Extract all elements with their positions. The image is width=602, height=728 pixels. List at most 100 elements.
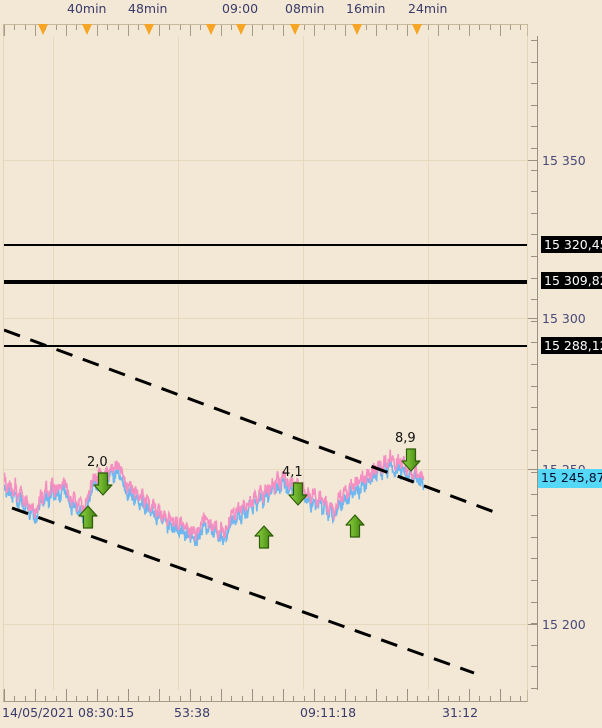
trendline-lower-channel[interactable] bbox=[11, 506, 475, 675]
ruler-tick bbox=[345, 25, 346, 38]
bottom-axis-tick bbox=[273, 696, 274, 701]
current-price-badge[interactable]: 15 245,87 bbox=[538, 469, 602, 488]
bottom-axis-tick bbox=[366, 696, 367, 701]
bottom-axis-tick bbox=[169, 696, 170, 701]
time-marker-triangle-icon[interactable] bbox=[236, 24, 246, 35]
ruler-tick bbox=[520, 25, 521, 30]
bottom-axis-tick bbox=[118, 696, 119, 701]
buy-arrow-up-icon[interactable] bbox=[344, 513, 366, 539]
time-marker-triangle-icon[interactable] bbox=[144, 24, 154, 35]
sell-arrow-down-icon[interactable] bbox=[400, 447, 422, 473]
price-level-badge[interactable]: 15 309,82 bbox=[541, 272, 602, 289]
price-level-line[interactable] bbox=[4, 244, 527, 246]
top-ruler-band[interactable] bbox=[3, 24, 528, 38]
price-tick bbox=[531, 386, 538, 387]
top-ruler-label: 48min bbox=[128, 1, 168, 16]
bottom-axis-tick bbox=[510, 696, 511, 701]
bottom-axis-tick bbox=[438, 689, 439, 701]
marker-value-label: 8,9 bbox=[395, 431, 416, 446]
horizontal-gridline bbox=[4, 318, 527, 319]
bottom-axis-band[interactable] bbox=[3, 689, 528, 702]
bottom-axis-tick bbox=[45, 696, 46, 701]
price-tick bbox=[531, 40, 538, 41]
bottom-axis-tick bbox=[25, 696, 26, 701]
trendlines[interactable] bbox=[4, 36, 528, 690]
ruler-tick bbox=[56, 25, 57, 30]
price-tick bbox=[531, 429, 538, 430]
bottom-axis-tick bbox=[500, 689, 501, 701]
ruler-tick bbox=[469, 25, 470, 38]
bottom-axis-tick bbox=[428, 696, 429, 701]
bottom-axis-tick bbox=[283, 689, 284, 701]
sell-arrow-down-icon[interactable] bbox=[287, 481, 309, 507]
vertical-gridline bbox=[53, 36, 54, 690]
ruler-tick bbox=[438, 25, 439, 38]
ruler-tick bbox=[376, 25, 377, 38]
time-marker-triangle-icon[interactable] bbox=[82, 24, 92, 35]
ruler-tick bbox=[386, 25, 387, 30]
bottom-axis-tick bbox=[324, 696, 325, 701]
price-level-badge-text: 15 320,45 bbox=[544, 237, 602, 252]
time-marker-triangle-icon[interactable] bbox=[412, 24, 422, 35]
ruler-tick bbox=[190, 25, 191, 38]
vertical-gridline bbox=[428, 36, 429, 690]
ruler-tick bbox=[107, 25, 108, 30]
ruler-tick bbox=[324, 25, 325, 30]
ruler-tick bbox=[314, 25, 315, 38]
top-ruler-label: 24min bbox=[408, 1, 448, 16]
top-ruler-label: 09:00 bbox=[222, 1, 259, 16]
price-tick bbox=[531, 558, 538, 559]
ruler-tick bbox=[138, 25, 139, 30]
chart-plot-area[interactable]: 2,04,18,9 FXCM Marketscope © 2021 bbox=[3, 36, 528, 690]
price-level-badge-text: 15 309,82 bbox=[544, 273, 602, 288]
price-level-line[interactable] bbox=[4, 345, 527, 347]
time-marker-triangle-icon[interactable] bbox=[38, 24, 48, 35]
ask-price-line bbox=[4, 458, 425, 547]
bid-price-line bbox=[4, 449, 425, 542]
bottom-axis-tick bbox=[128, 689, 129, 701]
bottom-axis-tick bbox=[149, 696, 150, 701]
bottom-axis-tick bbox=[107, 696, 108, 701]
bottom-axis-tick bbox=[231, 696, 232, 701]
bottom-axis-tick bbox=[221, 689, 222, 701]
price-tick bbox=[531, 494, 538, 495]
price-axis-label: 15 300 bbox=[542, 311, 586, 326]
buy-arrow-up-icon[interactable] bbox=[77, 504, 99, 530]
sell-arrow-down-icon[interactable] bbox=[92, 471, 114, 497]
ruler-tick bbox=[66, 25, 67, 38]
time-marker-triangle-icon[interactable] bbox=[290, 24, 300, 35]
bottom-axis-tick bbox=[479, 696, 480, 701]
price-level-badge[interactable]: 15 288,12 bbox=[541, 337, 602, 354]
price-tick-major bbox=[528, 160, 538, 161]
ruler-tick bbox=[14, 25, 15, 30]
price-level-line[interactable] bbox=[4, 280, 527, 284]
time-marker-triangle-icon[interactable] bbox=[352, 24, 362, 35]
price-level-badge[interactable]: 15 320,45 bbox=[541, 236, 602, 253]
price-tick bbox=[531, 645, 538, 646]
time-axis-bottom[interactable]: 14/05/2021 08:30:15 53:38 09:11:18 31:12 bbox=[0, 689, 602, 728]
trendline-upper-channel[interactable] bbox=[4, 328, 498, 515]
bottom-axis-tick bbox=[4, 689, 5, 701]
bottom-axis-tick bbox=[293, 696, 294, 701]
price-series bbox=[4, 449, 425, 547]
bottom-axis-tick bbox=[200, 696, 201, 701]
bottom-axis-label: 53:38 bbox=[174, 705, 211, 720]
bottom-axis-tick bbox=[397, 696, 398, 701]
ruler-tick bbox=[510, 25, 511, 30]
marker-value-label: 4,1 bbox=[282, 465, 303, 480]
bottom-axis-tick bbox=[304, 696, 305, 701]
time-ruler-top[interactable]: 40min 48min 09:00 08min 16min 24min bbox=[0, 0, 602, 38]
bottom-axis-tick bbox=[469, 689, 470, 701]
price-axis-label: 15 200 bbox=[542, 617, 586, 632]
bottom-axis-label: 09:11:18 bbox=[300, 705, 357, 720]
ruler-tick bbox=[397, 25, 398, 30]
horizontal-gridline bbox=[4, 160, 527, 161]
ruler-tick bbox=[304, 25, 305, 30]
price-tick bbox=[531, 450, 538, 451]
time-marker-triangle-icon[interactable] bbox=[206, 24, 216, 35]
ruler-tick bbox=[335, 25, 336, 30]
buy-arrow-up-icon[interactable] bbox=[253, 524, 275, 550]
bottom-axis-tick bbox=[252, 689, 253, 701]
ruler-tick bbox=[221, 25, 222, 38]
